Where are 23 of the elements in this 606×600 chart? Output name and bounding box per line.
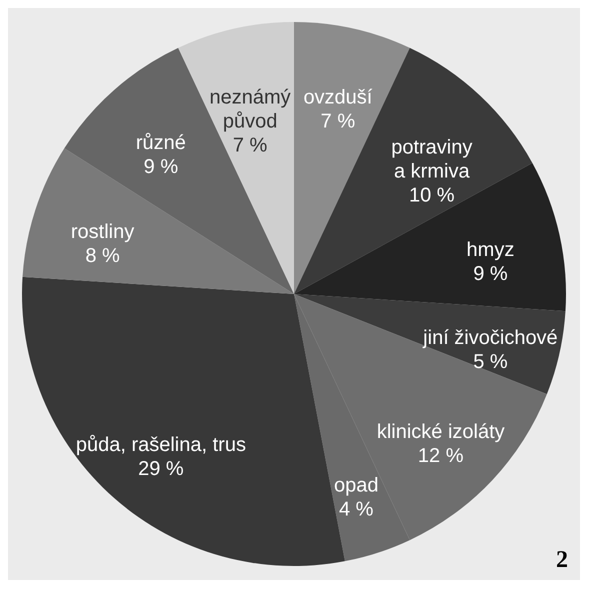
- slice-label: klinické izoláty: [376, 420, 505, 443]
- data-label: 7 %: [232, 134, 268, 157]
- slice-label: půda, rašelina, trus: [76, 434, 246, 456]
- text: 2: [556, 547, 568, 573]
- slice-label: ovzduší: [303, 86, 373, 109]
- data-label: 12 %: [418, 444, 464, 467]
- slice-label: hmyz: [466, 239, 514, 262]
- slice-label: jiní živočichové: [422, 326, 558, 349]
- data-label: 7 %: [320, 110, 356, 133]
- slice-label: různé: [136, 132, 186, 154]
- data-label: 9 %: [144, 156, 178, 178]
- data-label: 9 %: [473, 263, 508, 286]
- data-label: 5 %: [473, 350, 508, 373]
- slice-label: opad: [334, 474, 378, 496]
- pie-slice: [64, 48, 294, 294]
- pie-slice: [294, 162, 566, 312]
- data-label: 8 %: [85, 244, 120, 267]
- slice-label: rostliny: [70, 220, 134, 243]
- data-label: 29 %: [138, 458, 184, 480]
- slice-label: neznámý původ: [210, 86, 291, 133]
- data-label: 4 %: [338, 498, 374, 520]
- slice-label: potraviny a krmiva: [391, 136, 472, 182]
- data-label: 10 %: [408, 184, 455, 206]
